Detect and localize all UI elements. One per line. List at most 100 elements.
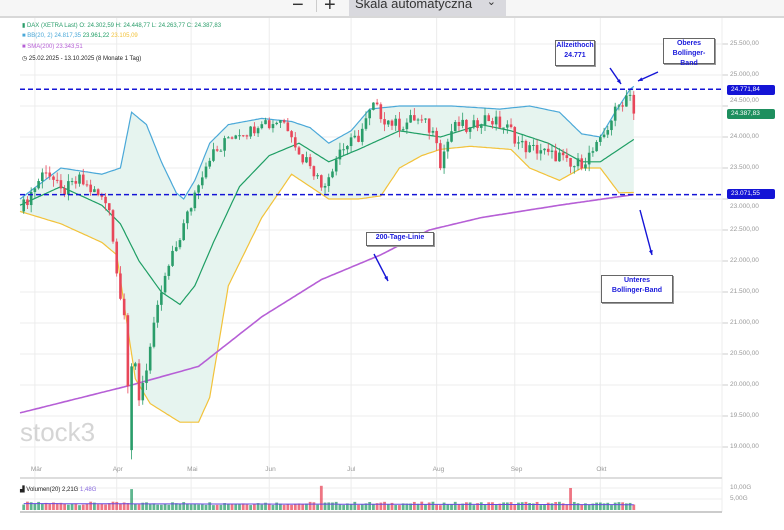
volume-bar bbox=[405, 503, 409, 510]
candle-down bbox=[59, 180, 63, 189]
volume-bar bbox=[178, 503, 182, 510]
candle-up bbox=[223, 138, 226, 151]
volume-bar bbox=[424, 504, 427, 510]
volume-bar bbox=[208, 502, 212, 510]
candle-up bbox=[483, 115, 487, 126]
volume-bar bbox=[342, 504, 346, 510]
callout-lower-band: Unteres Bollinger-Band bbox=[601, 275, 673, 303]
candle-down bbox=[312, 166, 316, 177]
candle-down bbox=[390, 120, 394, 126]
zoom-in-button[interactable]: + bbox=[324, 0, 336, 16]
bb-label: BB(20, 2) bbox=[27, 33, 53, 39]
sma-label: SMA(200) bbox=[27, 44, 55, 50]
volume-bar bbox=[290, 504, 293, 510]
candle-up bbox=[256, 128, 260, 134]
candle-up bbox=[78, 174, 81, 184]
candle-down bbox=[487, 115, 491, 122]
x-axis-label: Aug bbox=[432, 466, 445, 473]
candle-up bbox=[353, 135, 357, 138]
volume-bar bbox=[595, 502, 598, 510]
scale-dropdown[interactable]: Skala automatyczna ⌄ bbox=[349, 0, 506, 16]
candle-down bbox=[81, 174, 85, 185]
arrow-lower-band-icon-head bbox=[648, 250, 653, 255]
date-range[interactable]: 25.02.2025 - 13.10.2025 (8 Monate 1 Tag) bbox=[28, 56, 142, 62]
volume-bar bbox=[193, 504, 197, 510]
candle-up bbox=[208, 160, 212, 167]
volume-bar bbox=[360, 504, 364, 510]
candle-up bbox=[472, 120, 476, 128]
candle-up bbox=[305, 157, 308, 163]
volume-bar bbox=[174, 503, 178, 510]
candle-down bbox=[580, 158, 584, 169]
volume-bar bbox=[159, 504, 163, 510]
volume-bar bbox=[353, 501, 357, 510]
candle-down bbox=[535, 144, 539, 154]
candle-down bbox=[85, 184, 89, 186]
candle-down bbox=[137, 363, 141, 401]
volume-bar bbox=[446, 504, 450, 510]
y-axis-label: 22.000,00 bbox=[730, 257, 759, 264]
candle-down bbox=[111, 210, 115, 242]
watermark-logo: stock3 bbox=[20, 417, 95, 447]
candle-down bbox=[457, 122, 461, 126]
zoom-out-button[interactable]: − bbox=[292, 0, 304, 16]
volume-bar bbox=[416, 503, 420, 510]
volume-bar bbox=[107, 503, 111, 510]
volume-bar bbox=[145, 502, 148, 510]
legend-bb: ■ BB(20, 2) 24.817,35 23.961,22 23.105,0… bbox=[22, 33, 138, 39]
volume-bar bbox=[319, 485, 323, 510]
candle-down bbox=[96, 189, 100, 196]
volume-bar bbox=[383, 501, 386, 510]
volume-bar bbox=[245, 504, 249, 510]
volume-bar bbox=[580, 504, 584, 510]
candle-up bbox=[394, 118, 398, 126]
volume-bar bbox=[308, 501, 312, 510]
bollinger-lower-line bbox=[19, 145, 634, 423]
badge-resistance: 24.771,84 bbox=[727, 85, 775, 95]
volume-bar bbox=[476, 503, 479, 510]
volume-bar bbox=[286, 504, 290, 510]
candle-up bbox=[93, 189, 96, 193]
volume-bar bbox=[119, 503, 122, 510]
volume-bar bbox=[327, 502, 331, 510]
candle-up bbox=[197, 185, 200, 193]
candle-up bbox=[610, 120, 613, 131]
volume-bar bbox=[602, 503, 606, 510]
volume-bar bbox=[331, 502, 334, 510]
volume-bar bbox=[505, 502, 509, 510]
bollinger-band-fill bbox=[20, 86, 634, 423]
volume-bar bbox=[520, 502, 524, 510]
candle-up bbox=[539, 150, 543, 154]
y-axis-label: 25.500,00 bbox=[730, 40, 759, 47]
scale-dropdown-value: Skala automatyczna bbox=[355, 0, 473, 11]
candle-up bbox=[200, 177, 204, 186]
candle-down bbox=[26, 199, 29, 206]
volume-bar bbox=[312, 502, 316, 510]
volume-bar bbox=[427, 502, 431, 510]
volume-bar bbox=[576, 503, 580, 510]
volume-bar bbox=[264, 502, 267, 510]
volume-bar bbox=[249, 505, 253, 510]
volume-bar bbox=[126, 503, 130, 510]
volume-bar bbox=[215, 504, 219, 510]
candle-up bbox=[238, 135, 241, 137]
bb-middle-value: 23.961,22 bbox=[82, 33, 110, 39]
volume-bar bbox=[37, 501, 40, 510]
candle-up bbox=[625, 95, 628, 107]
candle-up bbox=[178, 240, 182, 248]
candle-down bbox=[63, 188, 66, 195]
volume-bar bbox=[279, 503, 282, 510]
x-axis-label: Mai bbox=[187, 466, 198, 473]
candle-down bbox=[100, 195, 104, 197]
candle-up bbox=[572, 166, 576, 168]
volume-bar bbox=[364, 503, 368, 510]
candle-up bbox=[327, 177, 331, 186]
candle-up bbox=[453, 122, 457, 132]
candle-up bbox=[532, 144, 535, 146]
volume-bar bbox=[610, 505, 613, 510]
volume-bar bbox=[479, 502, 483, 510]
volume-bar bbox=[531, 503, 535, 510]
volume-bar bbox=[461, 503, 465, 510]
volume-bar bbox=[572, 501, 576, 510]
